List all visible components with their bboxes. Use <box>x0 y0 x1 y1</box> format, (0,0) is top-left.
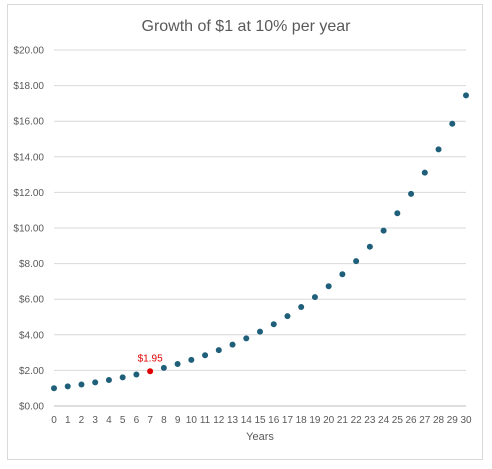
x-tick-label: 21 <box>337 415 349 426</box>
x-tick-label: 25 <box>392 415 404 426</box>
data-point <box>257 328 263 335</box>
chart-title: Growth of $1 at 10% per year <box>142 18 352 35</box>
data-point <box>119 374 126 381</box>
data-point <box>160 364 167 371</box>
x-tick-label: 11 <box>200 415 211 426</box>
x-tick-label: 10 <box>186 415 198 426</box>
highlight-annotation: $1.95 <box>138 353 163 364</box>
data-point <box>449 120 456 127</box>
data-point <box>463 92 469 99</box>
x-tick-label: 0 <box>51 415 57 426</box>
data-point <box>284 313 291 320</box>
x-tick-label: 20 <box>323 415 335 426</box>
x-tick-label: 9 <box>175 415 181 426</box>
x-tick-label: 7 <box>147 415 153 426</box>
x-tick-label: 6 <box>134 415 140 426</box>
x-tick-label: 22 <box>351 415 363 426</box>
data-point <box>64 383 71 390</box>
y-tick-label: $14.00 <box>13 152 44 163</box>
data-point <box>51 385 57 392</box>
data-point <box>78 381 85 388</box>
highlight-point <box>147 368 154 375</box>
y-tick-label: $20.00 <box>13 46 44 57</box>
data-point <box>339 271 346 278</box>
y-tick-label: $16.00 <box>13 117 44 128</box>
data-point <box>92 379 99 386</box>
x-tick-label: 17 <box>282 415 294 426</box>
x-tick-label: 16 <box>268 415 280 426</box>
data-point <box>229 341 236 348</box>
data-point <box>311 294 318 301</box>
x-tick-label: 24 <box>378 415 390 426</box>
x-tick-label: 23 <box>364 415 376 426</box>
x-tick-label: 14 <box>241 415 253 426</box>
y-tick-label: $10.00 <box>13 224 44 235</box>
highlight-label: $1.95 <box>138 353 163 364</box>
x-tick-label: 12 <box>213 415 225 426</box>
data-point <box>421 169 428 176</box>
x-tick-label: 4 <box>106 415 112 426</box>
data-point <box>202 352 209 359</box>
x-tick-label: 18 <box>296 415 308 426</box>
data-points <box>51 92 469 392</box>
y-tick-label: $4.00 <box>19 330 44 341</box>
data-point <box>394 210 401 217</box>
data-point <box>298 304 305 311</box>
y-tick-label: $8.00 <box>19 259 44 270</box>
y-tick-label: $18.00 <box>13 81 44 92</box>
data-point <box>270 321 277 328</box>
data-point <box>243 335 250 342</box>
x-tick-label: 29 <box>447 415 459 426</box>
data-point <box>133 371 140 378</box>
data-point <box>215 347 222 354</box>
x-axis-title: Years <box>246 431 274 443</box>
x-tick-label: 13 <box>227 415 239 426</box>
y-tick-label: $12.00 <box>13 188 44 199</box>
y-tick-label: $6.00 <box>19 295 44 306</box>
data-point <box>353 258 360 265</box>
data-point <box>435 146 442 153</box>
data-point <box>408 190 415 197</box>
y-tick-label: $0.00 <box>19 402 44 413</box>
x-tick-label: 27 <box>419 415 431 426</box>
x-tick-label: 2 <box>79 415 85 426</box>
data-point <box>174 360 181 367</box>
chart-frame <box>7 4 483 460</box>
x-tick-label: 26 <box>406 415 418 426</box>
gridlines <box>54 49 466 407</box>
x-tick-label: 30 <box>460 415 472 426</box>
data-point <box>105 377 112 384</box>
x-tick-label: 5 <box>120 415 126 426</box>
data-point <box>380 227 387 234</box>
x-tick-label: 8 <box>161 415 167 426</box>
x-axis-ticks: 0 1 2 3 4 5 6 7 8 9 10 11 12 13 14 15 16 17 18 19 20 21 22 23 24… <box>51 415 472 426</box>
data-point <box>366 243 373 250</box>
data-point <box>188 356 195 363</box>
y-axis-ticks: $0.00 $2.00 $4.00 $6.00 $8.00 $10.00 $12.00 $14… <box>13 46 44 413</box>
x-tick-label: 1 <box>65 415 71 426</box>
y-tick-label: $2.00 <box>19 366 44 377</box>
x-tick-label: 19 <box>309 415 321 426</box>
x-tick-label: 3 <box>92 415 98 426</box>
x-tick-label: 15 <box>254 415 266 426</box>
x-tick-label: 28 <box>433 415 445 426</box>
data-point <box>325 283 332 290</box>
